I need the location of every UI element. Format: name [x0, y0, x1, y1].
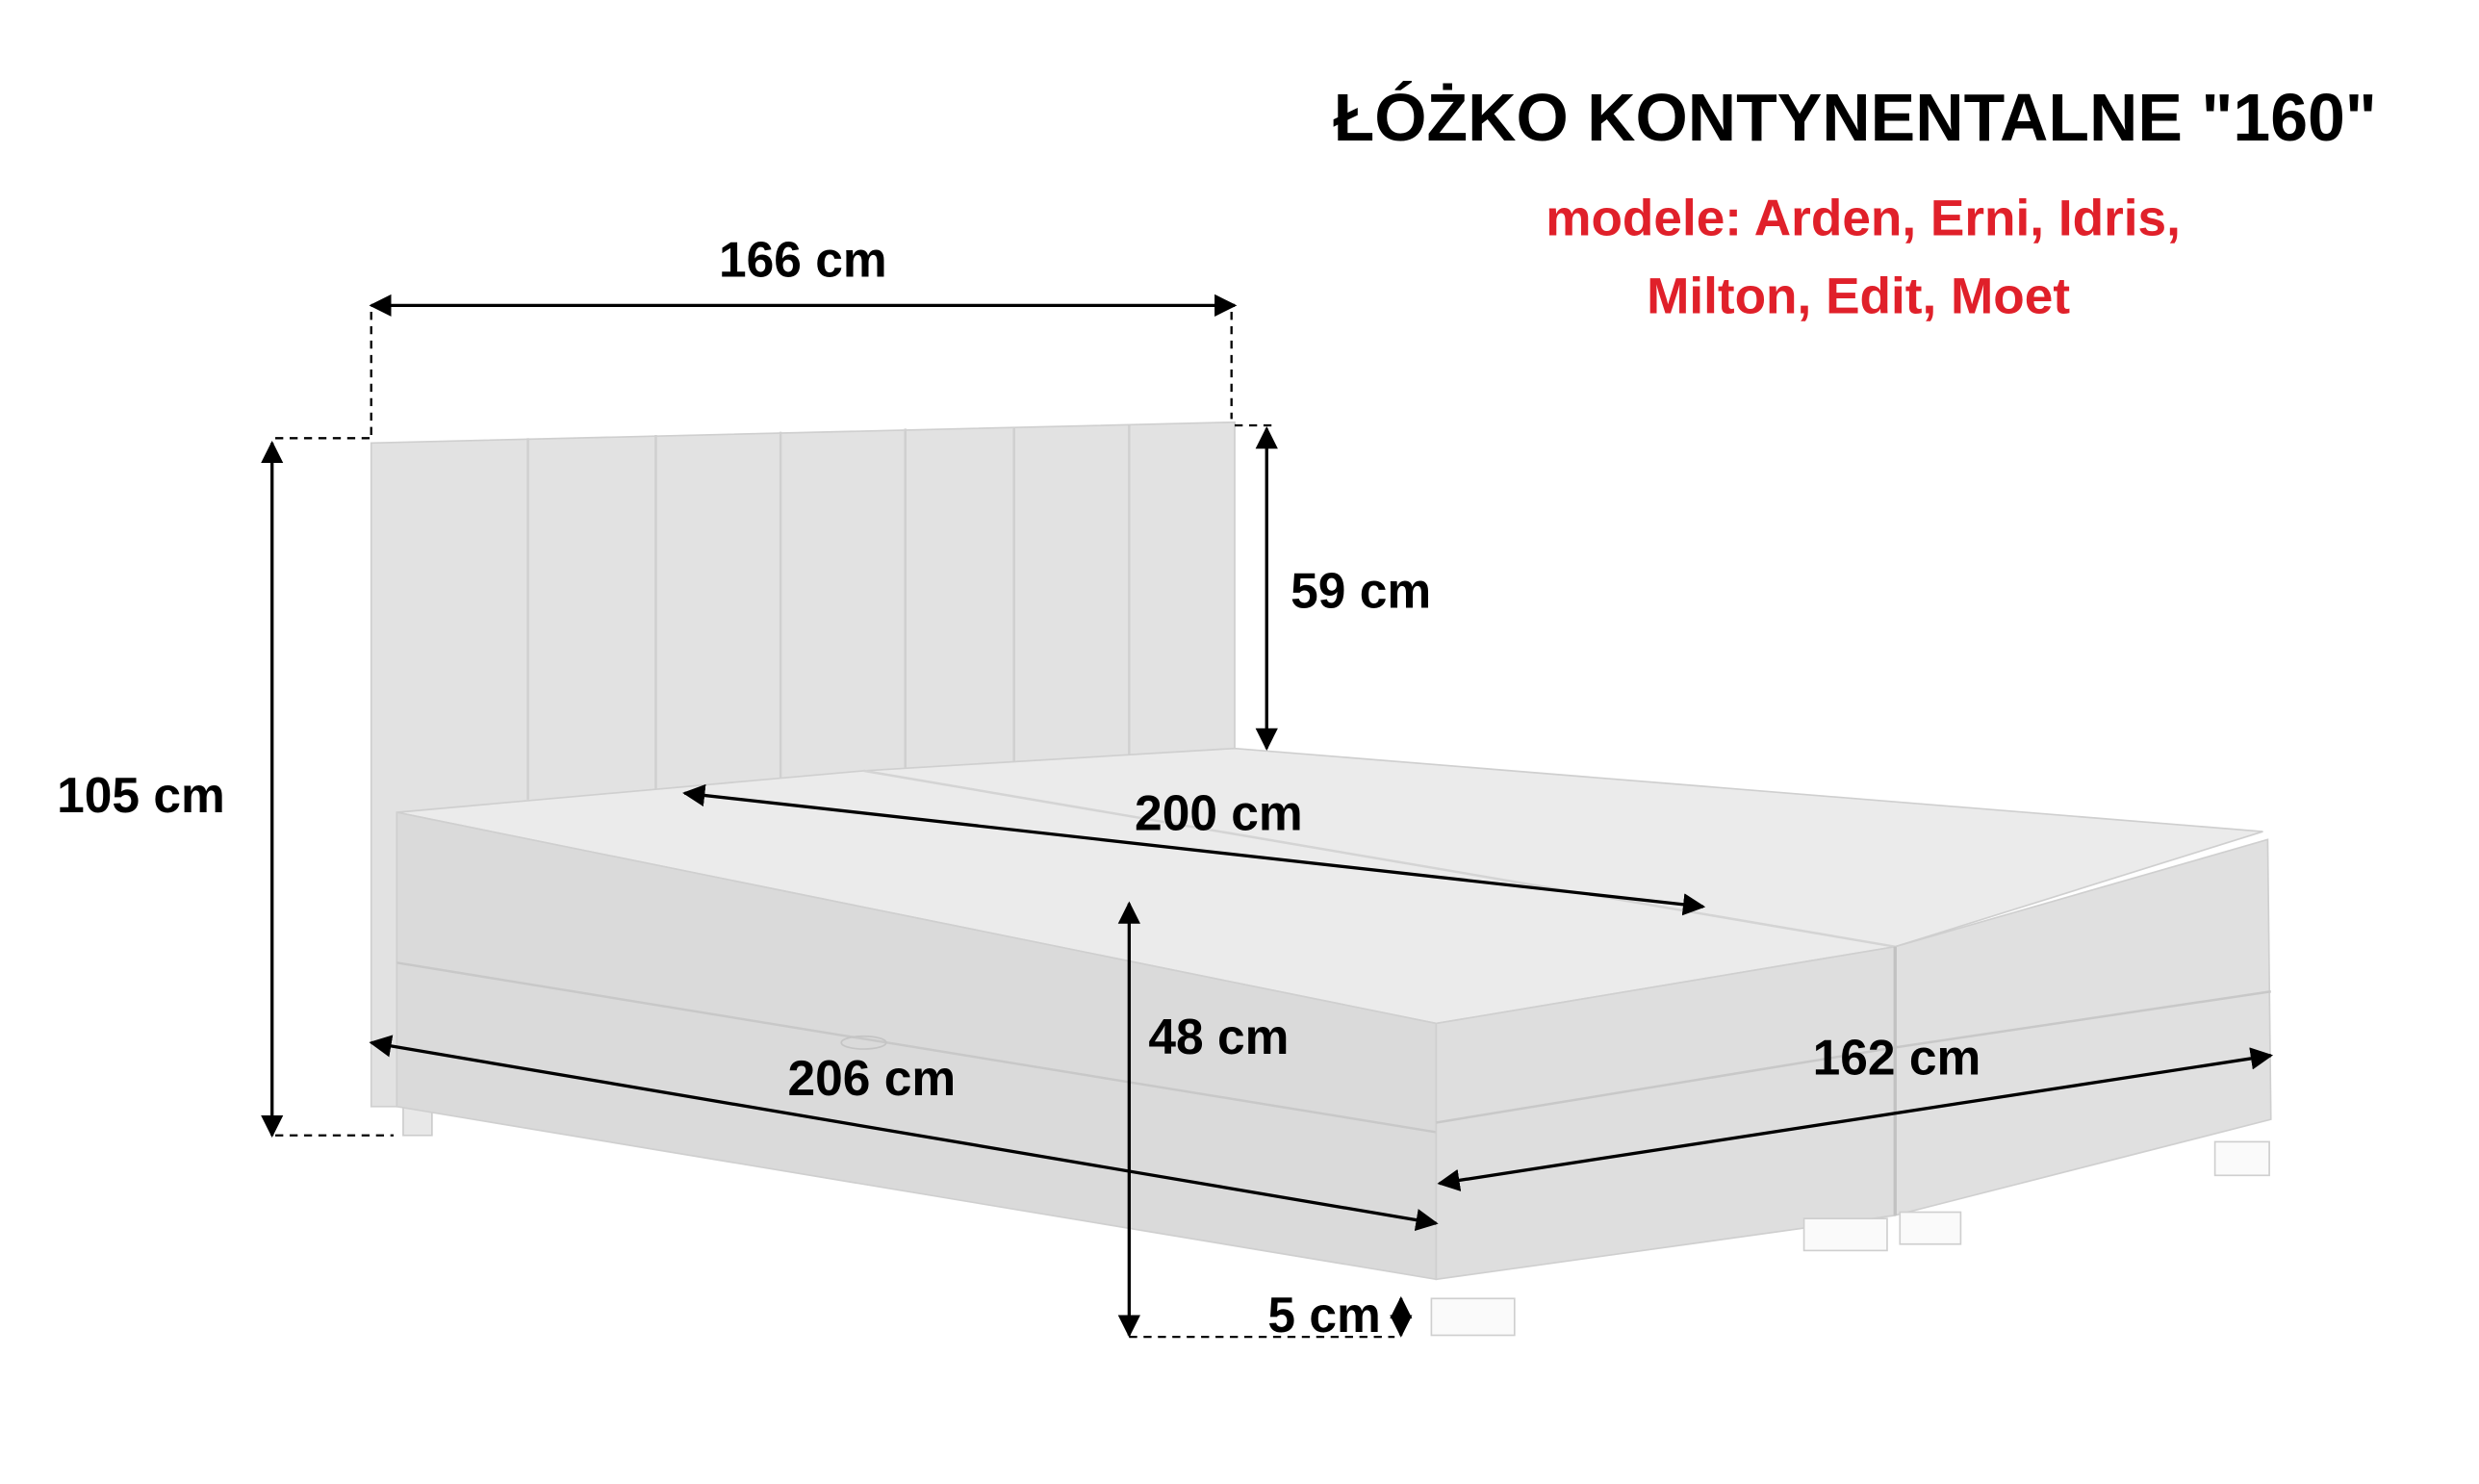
label-bed-height: 48 cm — [1148, 1009, 1289, 1064]
label-headboard-height: 59 cm — [1291, 562, 1431, 618]
dimension-lines — [261, 294, 2274, 1339]
label-total-height: 105 cm — [57, 767, 225, 823]
label-mattress-length: 200 cm — [1135, 784, 1303, 840]
headboard-panel-lines — [526, 424, 1131, 800]
models-line-2: Milton, Edit, Moet — [1647, 269, 2070, 325]
total-length-arrow — [369, 1035, 1439, 1232]
leg-middle-2 — [1899, 1211, 1962, 1245]
dimension-labels: 166 cm 59 cm 105 cm 200 cm 48 cm 206 cm … — [57, 231, 1981, 1343]
label-box-width: 162 cm — [1813, 1030, 1981, 1086]
label-leg-height: 5 cm — [1267, 1287, 1380, 1343]
page-title: ŁÓŻKO KONTYNENTALNE "160" — [1334, 80, 2377, 155]
split-line-foot-right — [1895, 989, 2271, 1049]
leg-front — [1430, 1297, 1516, 1337]
bed-illustration — [370, 421, 2272, 1337]
leg-right — [2213, 1140, 2270, 1177]
box-width-arrow — [1437, 1047, 2274, 1191]
label-width: 166 cm — [719, 231, 887, 287]
mattress-length-arrow — [682, 783, 1706, 916]
leg-middle-1 — [1802, 1217, 1888, 1252]
models-line-1: modele: Arden, Erni, Idris, — [1546, 190, 2181, 246]
label-total-length: 206 cm — [787, 1050, 956, 1106]
